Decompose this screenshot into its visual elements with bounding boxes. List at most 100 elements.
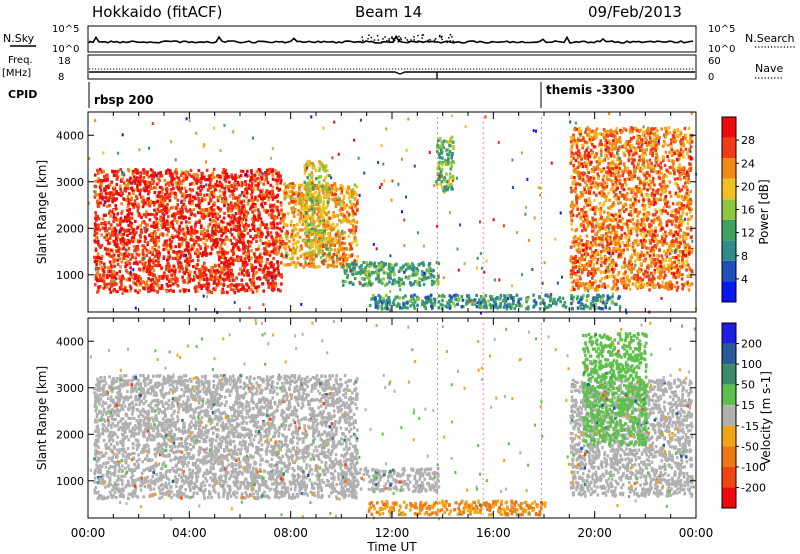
heatmap-cell bbox=[581, 214, 584, 218]
heatmap-cell bbox=[584, 255, 588, 259]
heatmap-cell bbox=[617, 247, 620, 251]
heatmap-cell bbox=[643, 165, 646, 169]
heatmap-cell bbox=[311, 195, 315, 199]
heatmap-cell bbox=[263, 208, 266, 212]
heatmap-cell bbox=[467, 294, 471, 298]
heatmap-cell bbox=[612, 163, 615, 167]
nsearch-point bbox=[417, 40, 419, 42]
heatmap-cell bbox=[282, 190, 286, 194]
heatmap-cell bbox=[580, 306, 583, 310]
heatmap-cell bbox=[473, 299, 476, 303]
heatmap-cell bbox=[200, 171, 203, 176]
heatmap-cell bbox=[393, 281, 396, 285]
heatmap-cell bbox=[354, 191, 357, 195]
heatmap-cell bbox=[164, 183, 168, 187]
heatmap-cell bbox=[596, 293, 599, 297]
heatmap-cell bbox=[179, 212, 182, 216]
heatmap-cell bbox=[280, 236, 284, 240]
heatmap-cell bbox=[155, 252, 159, 256]
heatmap-cell bbox=[292, 234, 296, 238]
heatmap-cell bbox=[280, 242, 284, 246]
nsearch-point bbox=[398, 35, 400, 38]
heatmap-cell bbox=[370, 270, 374, 275]
heatmap-cell bbox=[163, 275, 167, 279]
heatmap-cell bbox=[256, 277, 259, 281]
heatmap-cell bbox=[95, 277, 99, 281]
heatmap-cell bbox=[335, 241, 339, 245]
heatmap-cell bbox=[235, 242, 238, 246]
heatmap-cell bbox=[676, 232, 680, 236]
heatmap-cell bbox=[240, 278, 244, 282]
heatmap-cell bbox=[303, 256, 307, 260]
heatmap-cell bbox=[591, 276, 594, 280]
heatmap-cell bbox=[341, 186, 345, 191]
heatmap-cell bbox=[648, 288, 651, 292]
heatmap-cell bbox=[128, 211, 132, 215]
heatmap-cell bbox=[132, 244, 136, 249]
heatmap-cell bbox=[450, 299, 453, 304]
heatmap-cell bbox=[244, 254, 248, 258]
heatmap-cell bbox=[499, 293, 503, 297]
heatmap-cell bbox=[126, 213, 130, 217]
heatmap-cell bbox=[311, 173, 314, 177]
heatmap-cell bbox=[221, 290, 225, 294]
heatmap-cell bbox=[121, 288, 125, 292]
heatmap-cell bbox=[636, 214, 639, 218]
heatmap-cell bbox=[202, 252, 206, 256]
heatmap-cell bbox=[366, 263, 369, 267]
heatmap-cell bbox=[185, 176, 189, 180]
heatmap-cell bbox=[676, 254, 680, 258]
heatmap-cell bbox=[475, 305, 479, 309]
heatmap-cell bbox=[147, 271, 151, 275]
heatmap-cell bbox=[331, 197, 334, 202]
heatmap-cell bbox=[189, 270, 192, 274]
heatmap-cell bbox=[174, 234, 178, 238]
heatmap-cell bbox=[601, 239, 605, 243]
freq-panel: Freq. [MHz] 18 8 60 0 Nave bbox=[2, 54, 783, 83]
heatmap-cell bbox=[292, 206, 295, 210]
heatmap-cell bbox=[321, 231, 324, 235]
heatmap-cell bbox=[218, 258, 221, 262]
heatmap-cell bbox=[265, 189, 269, 193]
heatmap-cell bbox=[315, 177, 318, 181]
nsky-tick-high: 10^5 bbox=[52, 24, 79, 35]
heatmap-cell bbox=[94, 185, 98, 189]
heatmap-cell bbox=[199, 209, 202, 213]
heatmap-cell bbox=[126, 242, 129, 246]
heatmap-cell bbox=[172, 250, 175, 254]
heatmap-cell bbox=[146, 241, 150, 245]
heatmap-cell bbox=[158, 203, 161, 207]
heatmap-cell bbox=[352, 202, 356, 207]
heatmap-cell bbox=[124, 242, 128, 246]
heatmap-cell bbox=[214, 272, 218, 276]
heatmap-cell bbox=[313, 226, 317, 230]
nsearch-point bbox=[398, 40, 401, 42]
heatmap-cell bbox=[322, 231, 326, 236]
heatmap-cell bbox=[652, 221, 655, 225]
heatmap-cell bbox=[130, 178, 134, 182]
heatmap-cell bbox=[103, 176, 107, 181]
heatmap-cell bbox=[288, 190, 291, 194]
heatmap-cell bbox=[629, 232, 633, 236]
heatmap-cell bbox=[648, 179, 652, 183]
heatmap-cell bbox=[353, 259, 356, 263]
heatmap-cell bbox=[610, 134, 614, 138]
heatmap-cell bbox=[253, 215, 257, 219]
heatmap-cell bbox=[526, 298, 529, 302]
heatmap-cell bbox=[611, 186, 614, 190]
freq-tick-high: 18 bbox=[58, 56, 71, 67]
heatmap-cell bbox=[361, 270, 365, 275]
heatmap-cell bbox=[248, 242, 252, 247]
heatmap-cell bbox=[156, 290, 159, 294]
heatmap-cell bbox=[260, 234, 263, 239]
heatmap-cell bbox=[439, 148, 443, 152]
heatmap-cell bbox=[225, 172, 229, 176]
heatmap-cell bbox=[253, 176, 257, 180]
heatmap-cell bbox=[611, 182, 615, 186]
heatmap-cell bbox=[322, 203, 325, 207]
heatmap-cell bbox=[152, 175, 155, 179]
heatmap-cell bbox=[326, 200, 330, 204]
heatmap-cell bbox=[614, 262, 618, 266]
heatmap-cell bbox=[388, 280, 391, 284]
heatmap-cell bbox=[213, 188, 217, 192]
